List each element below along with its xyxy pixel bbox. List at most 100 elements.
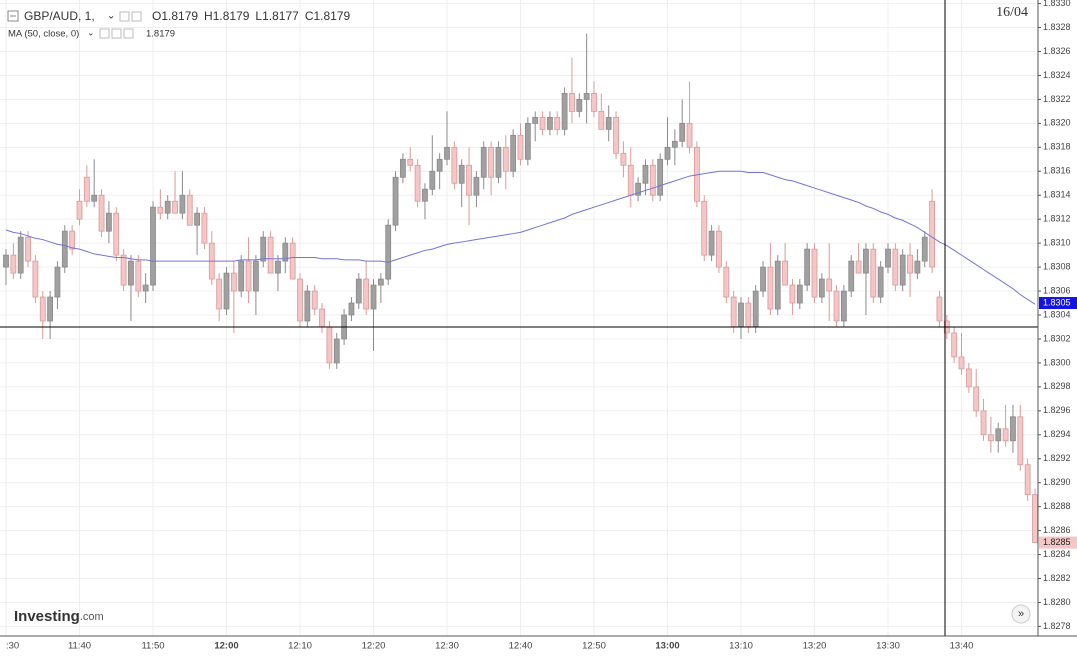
high-label: H xyxy=(204,9,213,23)
candle-body xyxy=(664,146,671,160)
y-tick-label: 1.8322 xyxy=(1043,94,1071,104)
candle-body xyxy=(789,284,796,304)
candle-body xyxy=(679,122,686,142)
candle-body xyxy=(473,176,480,196)
candle-body xyxy=(1010,416,1016,442)
x-tick-label: 13:00 xyxy=(655,641,679,652)
settings-icon[interactable] xyxy=(119,11,130,22)
candle-body xyxy=(877,266,884,298)
y-tick-label: 1.8324 xyxy=(1043,70,1071,80)
y-tick-label: 1.8308 xyxy=(1043,261,1071,271)
candle-body xyxy=(686,122,693,148)
legend: GBP/AUD, 1, ⌄ O1.8179 H1.8179 L1.8177 C1.81… xyxy=(7,9,351,40)
candle-body xyxy=(649,164,656,196)
x-tick-label: 12:20 xyxy=(362,641,386,652)
candle-body xyxy=(407,158,414,166)
candle-body xyxy=(929,200,935,268)
candle-body xyxy=(245,260,252,292)
candle-body xyxy=(833,290,840,322)
candle-body xyxy=(172,200,178,214)
candle-body xyxy=(510,134,517,172)
x-tick-label: 12:10 xyxy=(288,641,312,652)
candle-body xyxy=(1032,494,1038,543)
ma-settings-icon[interactable] xyxy=(99,28,110,39)
y-tick-label: 1.8318 xyxy=(1043,142,1071,152)
y-tick-label: 1.8288 xyxy=(1043,501,1071,511)
candle-body xyxy=(436,158,443,172)
candle-body xyxy=(899,254,906,286)
candle-body xyxy=(547,116,553,130)
candle-body xyxy=(532,116,539,124)
candle-body xyxy=(988,434,994,442)
low-label: L xyxy=(255,9,262,23)
candle-body xyxy=(466,164,472,196)
candle-body xyxy=(701,200,708,256)
candle-body xyxy=(921,236,928,262)
candle-body xyxy=(914,260,921,274)
candle-body xyxy=(10,254,17,274)
candle-body xyxy=(319,308,325,328)
ma-hide-icon[interactable] xyxy=(111,28,122,39)
candle-body xyxy=(17,236,24,274)
candle-body xyxy=(907,254,913,274)
candle-body xyxy=(767,266,774,310)
candle-body xyxy=(83,176,90,202)
candle-body xyxy=(841,290,847,322)
x-tick-label: 12:30 xyxy=(435,641,459,652)
candle-body xyxy=(91,194,98,202)
candle-body xyxy=(936,296,943,322)
low-value: 1.8177 xyxy=(262,9,299,23)
candle-body xyxy=(76,200,83,220)
candle-body xyxy=(554,116,561,130)
candle-body xyxy=(605,116,612,130)
candle-body xyxy=(892,248,899,286)
y-tick-label: 1.8330 xyxy=(1043,0,1071,8)
candle-body xyxy=(591,93,597,112)
dropdown-icon[interactable]: ⌄ xyxy=(107,11,115,22)
hide-icon[interactable] xyxy=(131,11,142,22)
candle-body xyxy=(451,146,458,184)
candle-body xyxy=(385,224,392,280)
candle-body xyxy=(194,212,201,226)
open-value: 1.8179 xyxy=(161,9,198,23)
candle-body xyxy=(128,260,134,286)
candle-body xyxy=(113,212,120,256)
candle-body xyxy=(458,164,465,184)
candle-body xyxy=(142,284,149,292)
y-tick-label: 1.8284 xyxy=(1043,549,1071,559)
candle-body xyxy=(855,260,862,274)
candle-body xyxy=(752,290,759,328)
x-tick-label: 12:50 xyxy=(582,641,606,652)
candle-body xyxy=(260,236,267,262)
open-label: O xyxy=(152,9,161,23)
y-tick-label: 1.8280 xyxy=(1043,597,1071,607)
ma-price-tag-bg xyxy=(1039,297,1077,310)
candle-body xyxy=(179,194,186,214)
candle-body xyxy=(958,356,965,370)
ma-remove-icon[interactable] xyxy=(123,28,134,39)
candle-body xyxy=(39,296,46,322)
candle-body xyxy=(1002,428,1009,442)
y-tick-label: 1.8282 xyxy=(1043,573,1071,583)
candle-body xyxy=(708,230,715,256)
candle-body xyxy=(370,284,377,310)
scroll-button[interactable] xyxy=(1011,604,1031,624)
candle-body xyxy=(297,278,303,322)
y-tick-label: 1.8302 xyxy=(1043,333,1071,343)
candle-body xyxy=(98,194,105,232)
y-tick-label: 1.8312 xyxy=(1043,214,1071,224)
ma-dropdown-icon[interactable]: ⌄ xyxy=(87,27,95,37)
candle-body xyxy=(811,248,818,298)
candle-body xyxy=(150,206,156,286)
candle-body xyxy=(444,146,450,160)
candle-body xyxy=(774,260,781,310)
candle-body xyxy=(201,212,208,244)
logo: Investing.com xyxy=(14,608,104,625)
y-tick-label: 1.8314 xyxy=(1043,190,1071,200)
candle-body xyxy=(363,278,370,310)
candle-body xyxy=(796,284,803,304)
candle-body xyxy=(576,99,583,112)
ohlc: O1.8179 H1.8179 L1.8177 C1.8179 xyxy=(152,9,351,23)
